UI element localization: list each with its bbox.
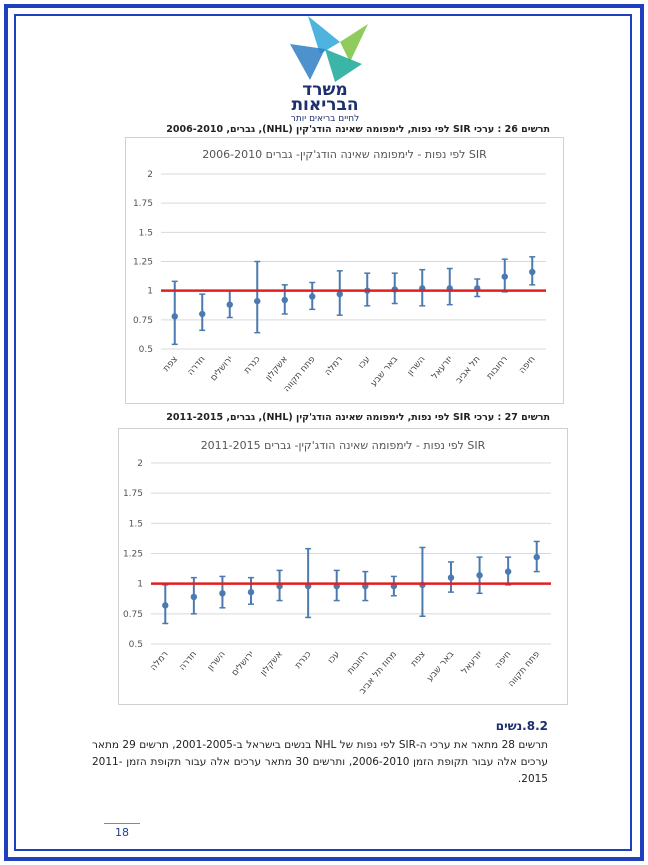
border-inner (14, 14, 632, 851)
paragraph: תרשים 28 מתאר את ערכי ה-SIR לפי נפות של … (92, 739, 548, 785)
chart-title: SIR לפי נפות - לימפומה שאינה הודג'קין- ג… (202, 148, 487, 161)
point (190, 593, 198, 601)
y-tick-label: 1.75 (133, 199, 153, 209)
logo-tagline: לחיים בריאים יותר (290, 114, 360, 124)
x-tick-label: השרון (206, 649, 228, 673)
point (309, 293, 316, 300)
y-tick-label: 0.75 (133, 316, 153, 326)
border-outer (4, 4, 644, 861)
y-tick-label: 0.5 (139, 345, 153, 355)
logo-line2: הבריאות (291, 95, 359, 115)
x-tick-label: חדרה (186, 354, 208, 377)
figure-caption: תרשים 26 : ערכי SIR לפי נפות, לימפומה שא… (166, 124, 550, 135)
x-tick-label: חיפה (517, 354, 537, 375)
x-tick-label: רחובות (346, 650, 371, 677)
chart: SIR לפי נפות - לימפומה שאינה הודג'קין- ג… (133, 148, 546, 394)
x-tick-label: באר שבע (369, 355, 400, 389)
y-tick-label: 2 (147, 170, 153, 180)
logo-line1: משרד (302, 80, 348, 100)
point (529, 268, 536, 276)
y-tick-label: 1.5 (139, 228, 153, 238)
x-tick-label: עכו (357, 355, 373, 371)
x-tick-label: צפת (409, 650, 428, 669)
chart-title: SIR לפי נפות - לימפומה שאינה הודג'קין- ג… (201, 439, 486, 452)
x-tick-label: תל אביב (454, 354, 482, 385)
x-tick-label: כנרת (293, 649, 313, 670)
y-tick-label: 1.25 (133, 258, 153, 268)
x-tick-label: צפת (162, 355, 181, 374)
point (504, 568, 512, 575)
point (254, 297, 261, 305)
x-tick-label: רמלה (149, 650, 171, 673)
section-heading: 8.2.נשים (495, 719, 548, 733)
x-tick-label: השרון (406, 354, 428, 378)
point (226, 301, 233, 308)
chart-frame: SIR לפי נפות - לימפומה שאינה הודג'קין- ג… (118, 428, 568, 705)
x-tick-label: ירושלים (230, 650, 256, 679)
x-tick-label: יזרעאל (430, 355, 455, 382)
point (199, 310, 206, 318)
x-tick-label: רחובות (485, 355, 510, 382)
x-tick-label: חדרה (178, 649, 200, 672)
x-tick-label: עכו (326, 650, 342, 666)
point (336, 290, 343, 298)
point (476, 572, 483, 579)
point (447, 574, 455, 581)
y-tick-label: 1.75 (123, 489, 143, 499)
x-tick-label: אשקלון (264, 355, 290, 383)
x-tick-label: באר שבע (425, 650, 456, 684)
y-tick-label: 1 (147, 287, 153, 297)
logo-mark (290, 16, 368, 82)
point (162, 602, 169, 609)
y-tick-label: 1 (137, 580, 143, 590)
y-tick-label: 0.5 (129, 640, 143, 650)
point (501, 273, 508, 280)
point (171, 313, 178, 320)
y-tick-label: 0.75 (123, 610, 143, 620)
x-tick-label: חיפה (493, 649, 513, 670)
x-tick-label: ירושלים (209, 355, 235, 384)
x-tick-label: כנרת (242, 354, 262, 375)
figure-caption: תרשים 27 : ערכי SIR לפי נפות, לימפומה שא… (166, 412, 550, 423)
x-tick-label: יזרעאל (460, 650, 485, 677)
point (281, 296, 288, 304)
x-tick-label: אשקלון (259, 650, 285, 678)
y-tick-label: 1.25 (123, 550, 143, 560)
point (219, 590, 226, 597)
page-number: 18 (115, 826, 129, 839)
x-tick-label: רמלה (323, 355, 345, 378)
footer-rule (104, 823, 140, 824)
point (533, 553, 540, 561)
chart: SIR לפי נפות - לימפומה שאינה הודג'קין- ג… (123, 439, 551, 696)
y-tick-label: 2 (137, 459, 143, 469)
y-tick-label: 1.5 (129, 519, 143, 529)
chart-frame: SIR לפי נפות - לימפומה שאינה הודג'קין- ג… (125, 137, 564, 404)
point (247, 588, 255, 596)
